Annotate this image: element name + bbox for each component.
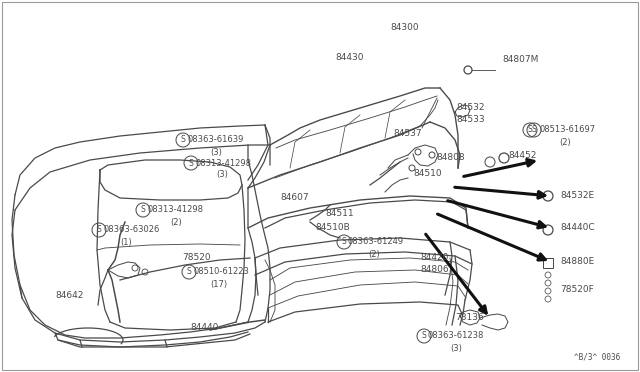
Text: (17): (17) <box>210 279 227 289</box>
Text: 08313-41298: 08313-41298 <box>147 205 203 215</box>
Text: 84510: 84510 <box>413 169 442 177</box>
Text: 84806: 84806 <box>420 266 449 275</box>
Text: 84532E: 84532E <box>560 192 594 201</box>
Text: 08363-63026: 08363-63026 <box>103 225 159 234</box>
Text: 84440: 84440 <box>190 324 218 333</box>
Text: 84430: 84430 <box>335 54 364 62</box>
Text: 84440C: 84440C <box>560 224 595 232</box>
Text: (1): (1) <box>120 237 132 247</box>
Text: 08510-61223: 08510-61223 <box>193 267 249 276</box>
Text: 08363-61238: 08363-61238 <box>428 331 484 340</box>
Text: 08513-61697: 08513-61697 <box>540 125 596 135</box>
Text: 78136: 78136 <box>455 314 484 323</box>
Text: S: S <box>97 225 101 234</box>
Text: 08313-41298: 08313-41298 <box>196 158 252 167</box>
Text: 84642: 84642 <box>55 292 83 301</box>
Text: S: S <box>187 267 191 276</box>
Text: 84807M: 84807M <box>502 55 538 64</box>
Text: 84452: 84452 <box>508 151 536 160</box>
Text: S: S <box>141 205 145 215</box>
Text: 84537: 84537 <box>393 128 422 138</box>
Text: S: S <box>342 237 346 247</box>
Text: 84607: 84607 <box>280 193 308 202</box>
Text: (3): (3) <box>450 343 462 353</box>
Text: S: S <box>527 125 532 135</box>
Text: (2): (2) <box>170 218 182 227</box>
Text: (3): (3) <box>216 170 228 180</box>
Text: S: S <box>422 331 426 340</box>
Text: 84533: 84533 <box>456 115 484 125</box>
Text: S: S <box>189 158 193 167</box>
Text: (2): (2) <box>368 250 380 259</box>
Text: 84511: 84511 <box>325 209 354 218</box>
Text: 84420: 84420 <box>420 253 449 263</box>
Text: 08363-61249: 08363-61249 <box>348 237 404 247</box>
Text: 84532: 84532 <box>456 103 484 112</box>
Text: 84808: 84808 <box>436 154 465 163</box>
Text: 08363-61639: 08363-61639 <box>188 135 244 144</box>
Text: (3): (3) <box>210 148 222 157</box>
Text: (2): (2) <box>559 138 571 147</box>
Text: 78520F: 78520F <box>560 285 594 295</box>
Text: S: S <box>180 135 186 144</box>
Text: ^B/3^ 0036: ^B/3^ 0036 <box>573 353 620 362</box>
Text: 84880E: 84880E <box>560 257 595 266</box>
Text: 78520: 78520 <box>182 253 211 263</box>
Text: 84300: 84300 <box>390 23 419 32</box>
Text: S: S <box>532 125 536 135</box>
Text: 84510B: 84510B <box>315 224 349 232</box>
